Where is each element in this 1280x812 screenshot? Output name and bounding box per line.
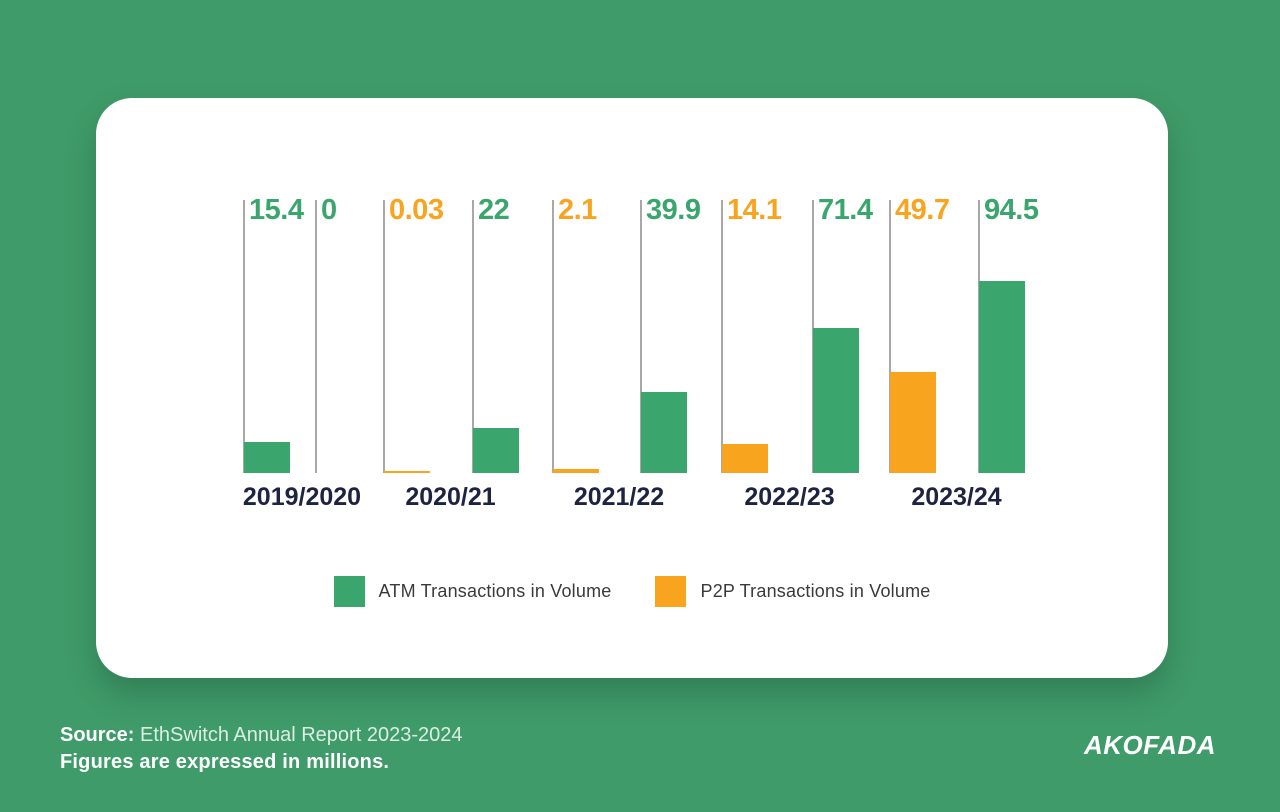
bar-axis-stem — [640, 200, 642, 473]
category-label: 2022/23 — [744, 483, 835, 511]
bar-atm — [473, 428, 519, 473]
source-text: EthSwitch Annual Report 2023-2024 — [140, 724, 463, 746]
bar-value-label: 49.7 — [895, 194, 950, 226]
atm-legend-swatch-icon — [333, 576, 365, 607]
bar-value-label: 14.1 — [727, 194, 782, 226]
p2p-legend-swatch-icon — [655, 576, 687, 607]
chart-card: 15.4 0 2019/2020 0.03 22 2020/21 2.1 39.9 2021/2… — [96, 98, 1168, 678]
atm-legend-label: ATM Transactions in Volume — [378, 581, 612, 601]
bar-axis-stem — [243, 200, 245, 473]
bar-p2p — [722, 444, 768, 473]
bar-axis-stem — [472, 200, 474, 473]
bar-p2p — [384, 471, 430, 473]
bar-atm — [641, 392, 687, 473]
bar-p2p — [553, 469, 599, 473]
bar-value-label: 71.4 — [818, 194, 873, 226]
bar-value-label: 15.4 — [249, 194, 304, 226]
chart-legend: ATM Transactions in Volume P2P Transacti… — [96, 576, 1168, 607]
bar-atm — [979, 281, 1025, 473]
source-line: Source: EthSwitch Annual Report 2023-202… — [60, 722, 462, 749]
legend-item-p2p: P2P Transactions in Volume — [655, 576, 930, 607]
bar-chart: 15.4 0 2019/2020 0.03 22 2020/21 2.1 39.9 2021/2… — [96, 98, 1168, 678]
bar-atm — [244, 442, 290, 473]
bar-axis-stem — [383, 200, 385, 473]
bar-axis-stem — [315, 200, 317, 473]
bar-value-label: 0.03 — [389, 194, 444, 226]
figures-note: Figures are expressed in millions. — [60, 751, 390, 773]
category-label: 2019/2020 — [242, 483, 362, 511]
category-label: 2023/24 — [911, 483, 1002, 511]
bar-axis-stem — [721, 200, 723, 473]
bar-value-label: 94.5 — [984, 194, 1039, 226]
bar-value-label: 0 — [321, 194, 337, 226]
bar-value-label: 22 — [478, 194, 510, 226]
source-label: Source: — [60, 724, 135, 746]
bar-value-label: 39.9 — [646, 194, 701, 226]
p2p-legend-label: P2P Transactions in Volume — [700, 581, 931, 601]
bar-atm — [813, 328, 859, 473]
category-label: 2021/22 — [573, 483, 665, 511]
category-label: 2020/21 — [405, 483, 496, 511]
bar-value-label: 2.1 — [558, 194, 597, 226]
bar-axis-stem — [552, 200, 554, 473]
legend-item-atm: ATM Transactions in Volume — [333, 576, 612, 607]
akofada-logo: AKOFADA — [1083, 730, 1216, 760]
bar-axis-stem — [889, 200, 891, 473]
bar-p2p — [890, 372, 936, 473]
